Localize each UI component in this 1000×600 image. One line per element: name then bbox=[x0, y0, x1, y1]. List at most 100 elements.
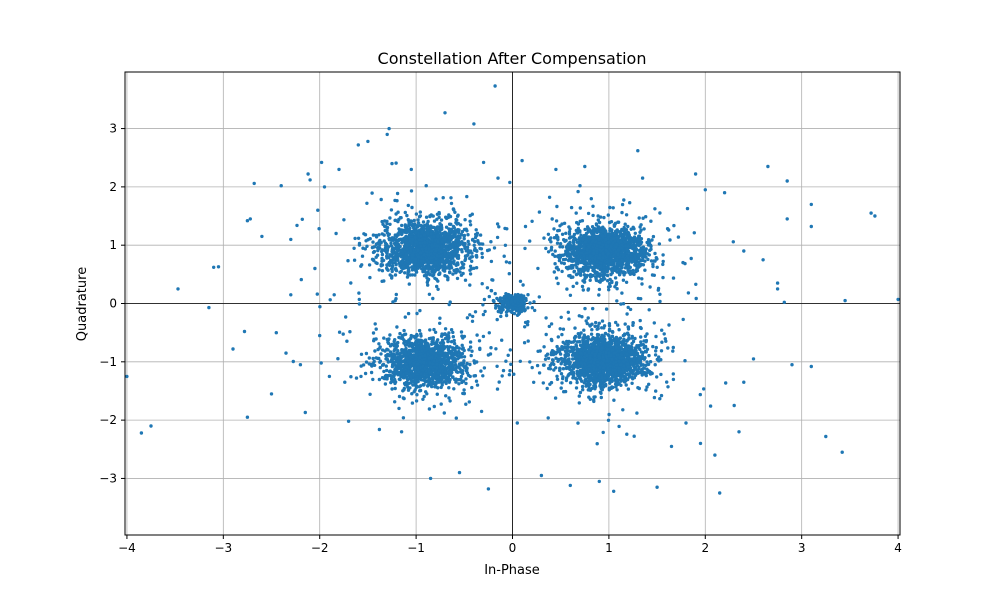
data-point bbox=[434, 375, 438, 379]
data-point bbox=[391, 258, 395, 262]
data-point bbox=[420, 247, 424, 251]
data-point bbox=[582, 244, 586, 248]
data-point bbox=[404, 225, 408, 229]
data-point bbox=[385, 266, 389, 270]
data-point bbox=[445, 244, 449, 248]
data-point bbox=[577, 267, 581, 272]
data-point bbox=[576, 189, 580, 194]
data-point bbox=[621, 255, 625, 259]
data-point bbox=[404, 252, 409, 256]
data-point bbox=[595, 234, 599, 239]
data-point bbox=[487, 331, 491, 335]
data-point bbox=[434, 257, 438, 261]
data-point bbox=[423, 353, 427, 358]
data-point bbox=[459, 362, 463, 366]
data-point bbox=[604, 307, 609, 311]
data-point bbox=[595, 263, 600, 268]
data-point bbox=[580, 284, 585, 289]
data-point bbox=[415, 393, 419, 397]
data-point bbox=[440, 240, 444, 244]
data-point bbox=[393, 218, 398, 222]
data-point bbox=[429, 349, 433, 354]
data-point bbox=[567, 225, 571, 229]
data-point bbox=[434, 244, 439, 248]
data-point bbox=[349, 281, 353, 285]
data-point bbox=[443, 238, 447, 242]
data-point bbox=[485, 286, 490, 290]
data-point bbox=[388, 262, 392, 267]
data-point bbox=[451, 272, 455, 276]
data-point bbox=[299, 277, 303, 282]
data-point bbox=[421, 266, 426, 270]
chart-title: Constellation After Compensation bbox=[378, 49, 647, 68]
data-point bbox=[422, 360, 426, 365]
data-point bbox=[385, 337, 389, 342]
data-point bbox=[633, 231, 637, 235]
data-point bbox=[409, 354, 414, 359]
data-point bbox=[620, 202, 625, 207]
data-point bbox=[418, 210, 422, 214]
data-point bbox=[397, 237, 401, 242]
data-point bbox=[418, 241, 422, 245]
data-point bbox=[432, 351, 436, 356]
data-point bbox=[409, 259, 413, 263]
data-point bbox=[414, 212, 419, 216]
data-point bbox=[405, 380, 409, 385]
data-point bbox=[380, 249, 384, 254]
data-point bbox=[410, 253, 415, 257]
data-point bbox=[560, 269, 564, 274]
data-point bbox=[616, 252, 620, 257]
data-point bbox=[592, 266, 597, 270]
data-point bbox=[578, 219, 582, 223]
data-point bbox=[460, 334, 464, 338]
data-point bbox=[435, 392, 439, 396]
data-point bbox=[615, 258, 619, 262]
data-point bbox=[439, 234, 443, 239]
data-point bbox=[344, 315, 348, 319]
data-point bbox=[630, 381, 634, 385]
data-point bbox=[560, 222, 564, 226]
data-point bbox=[604, 248, 608, 253]
data-point bbox=[451, 348, 455, 352]
data-point bbox=[376, 347, 380, 352]
data-point bbox=[428, 328, 432, 332]
data-point bbox=[374, 242, 379, 247]
data-point bbox=[439, 218, 444, 222]
data-point bbox=[676, 235, 681, 239]
data-point bbox=[415, 362, 420, 366]
data-point bbox=[397, 261, 401, 265]
data-point bbox=[597, 220, 602, 225]
data-point bbox=[385, 231, 390, 235]
data-point bbox=[408, 337, 412, 341]
data-point bbox=[352, 258, 357, 262]
data-point bbox=[605, 270, 609, 274]
data-point bbox=[630, 271, 634, 276]
data-point bbox=[426, 226, 430, 231]
data-point bbox=[495, 235, 500, 240]
data-point bbox=[439, 254, 443, 258]
data-point bbox=[623, 240, 628, 244]
data-point bbox=[597, 237, 601, 242]
data-point bbox=[581, 279, 585, 283]
data-point bbox=[452, 367, 456, 372]
data-point bbox=[378, 365, 382, 370]
data-point bbox=[555, 204, 559, 209]
data-point bbox=[345, 339, 349, 343]
data-point bbox=[353, 236, 357, 241]
data-point bbox=[404, 238, 408, 243]
data-point bbox=[385, 221, 389, 226]
data-point bbox=[497, 225, 501, 229]
data-point bbox=[452, 338, 456, 343]
data-point bbox=[396, 340, 400, 345]
data-point bbox=[414, 345, 418, 349]
data-point bbox=[454, 380, 458, 384]
data-point bbox=[453, 234, 457, 238]
data-point bbox=[369, 370, 374, 375]
data-point bbox=[447, 261, 451, 265]
data-point bbox=[574, 272, 579, 277]
data-point bbox=[443, 230, 447, 234]
data-point bbox=[643, 253, 647, 258]
data-point bbox=[419, 384, 423, 388]
data-point bbox=[586, 316, 590, 320]
data-point bbox=[426, 343, 430, 347]
